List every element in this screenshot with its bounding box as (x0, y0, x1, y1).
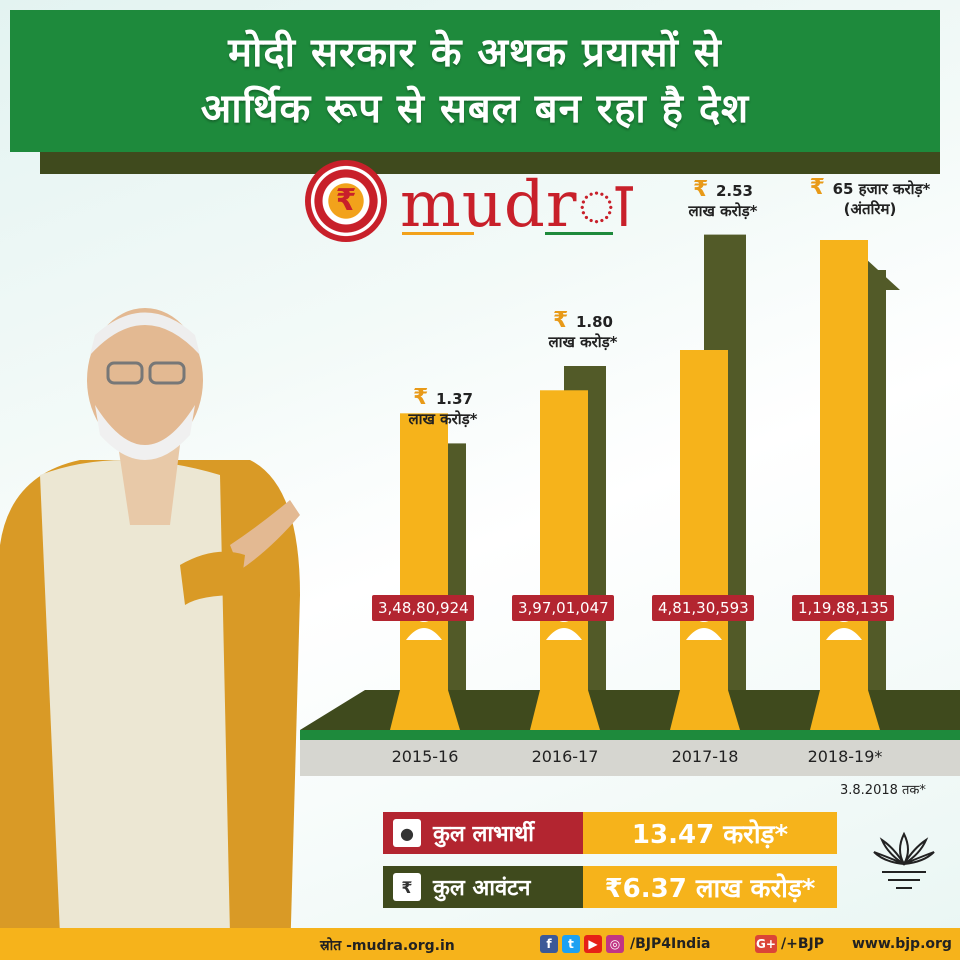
allocation-value-label: ₹ 1.37 लाख करोड़* (408, 385, 478, 429)
instagram-icon[interactable]: ◎ (606, 935, 624, 953)
twitter-icon[interactable]: t (562, 935, 580, 953)
year-label: 2016-17 (531, 747, 599, 766)
year-label: 2018-19* (807, 747, 883, 766)
total-allocation-label-box: ₹ कुल आवंटन (383, 866, 583, 908)
source-text: स्रोत -mudra.org.in (320, 938, 455, 954)
headline-line-1: मोदी सरकार के अथक प्रयासों से (228, 30, 722, 76)
beneficiary-count-tag: 3,97,01,047 (512, 595, 614, 621)
gplus-handle[interactable]: /+BJP (781, 936, 824, 952)
total-beneficiaries-label: कुल लाभार्थी (433, 822, 535, 847)
facebook-icon[interactable]: f (540, 935, 558, 953)
total-beneficiaries-label-box: ● कुल लाभार्थी (383, 812, 583, 854)
youtube-icon[interactable]: ▶ (584, 935, 602, 953)
bjp-lotus-icon (873, 831, 935, 889)
total-beneficiaries-value: 13.47 करोड़* (583, 812, 837, 854)
beneficiary-bar-base (390, 690, 460, 730)
mudra-logo-word: mudrा (400, 168, 634, 242)
website-link[interactable]: www.bjp.org (852, 936, 952, 952)
beneficiary-person-body (826, 628, 862, 640)
date-note: 3.8.2018 तक* (840, 783, 926, 798)
allocation-value-label: ₹ 65 हजार करोड़* (अंतरिम) (809, 175, 931, 219)
beneficiary-count-tag: 3,48,80,924 (372, 595, 474, 621)
mudra-bar-chart (300, 234, 960, 776)
logo-underline-green (545, 232, 613, 235)
beneficiary-bar-base (810, 690, 880, 730)
allocation-value-label: ₹ 2.53 लाख करोड़* (688, 176, 758, 220)
footer-bar (0, 928, 960, 960)
year-label: 2017-18 (671, 747, 739, 766)
money-bag-icon: ₹ (393, 873, 421, 901)
person-icon: ● (393, 819, 421, 847)
chart-ground-green (300, 730, 960, 740)
total-allocation-label: कुल आवंटन (433, 876, 531, 901)
chart-year-strip (300, 740, 960, 776)
banner-shadow (40, 150, 940, 174)
logo-underline-saffron (402, 232, 474, 235)
google-plus-icon[interactable]: G+ (755, 935, 777, 953)
chart-ground-band (300, 690, 960, 730)
beneficiary-bar (820, 240, 868, 690)
total-allocation-value: ₹6.37 लाख करोड़* (583, 866, 837, 908)
beneficiary-count-tag: 4,81,30,593 (652, 595, 754, 621)
mudra-emblem-icon: ₹ (305, 160, 387, 242)
beneficiary-person-body (406, 628, 442, 640)
beneficiary-bar (540, 390, 588, 690)
beneficiary-bar-base (530, 690, 600, 730)
allocation-value-label: ₹ 1.80 लाख करोड़* (548, 308, 618, 352)
social-handle[interactable]: /BJP4India (630, 936, 711, 952)
header-banner: मोदी सरकार के अथक प्रयासों से आर्थिक रूप… (10, 10, 940, 152)
year-label: 2015-16 (391, 747, 459, 766)
beneficiary-person-body (546, 628, 582, 640)
beneficiary-count-tag: 1,19,88,135 (792, 595, 894, 621)
headline-line-2: आर्थिक रूप से सबल बन रहा है देश (200, 86, 750, 132)
beneficiary-bar-base (670, 690, 740, 730)
beneficiary-bar (400, 413, 448, 690)
person-illustration (0, 308, 300, 960)
beneficiary-person-body (686, 628, 722, 640)
